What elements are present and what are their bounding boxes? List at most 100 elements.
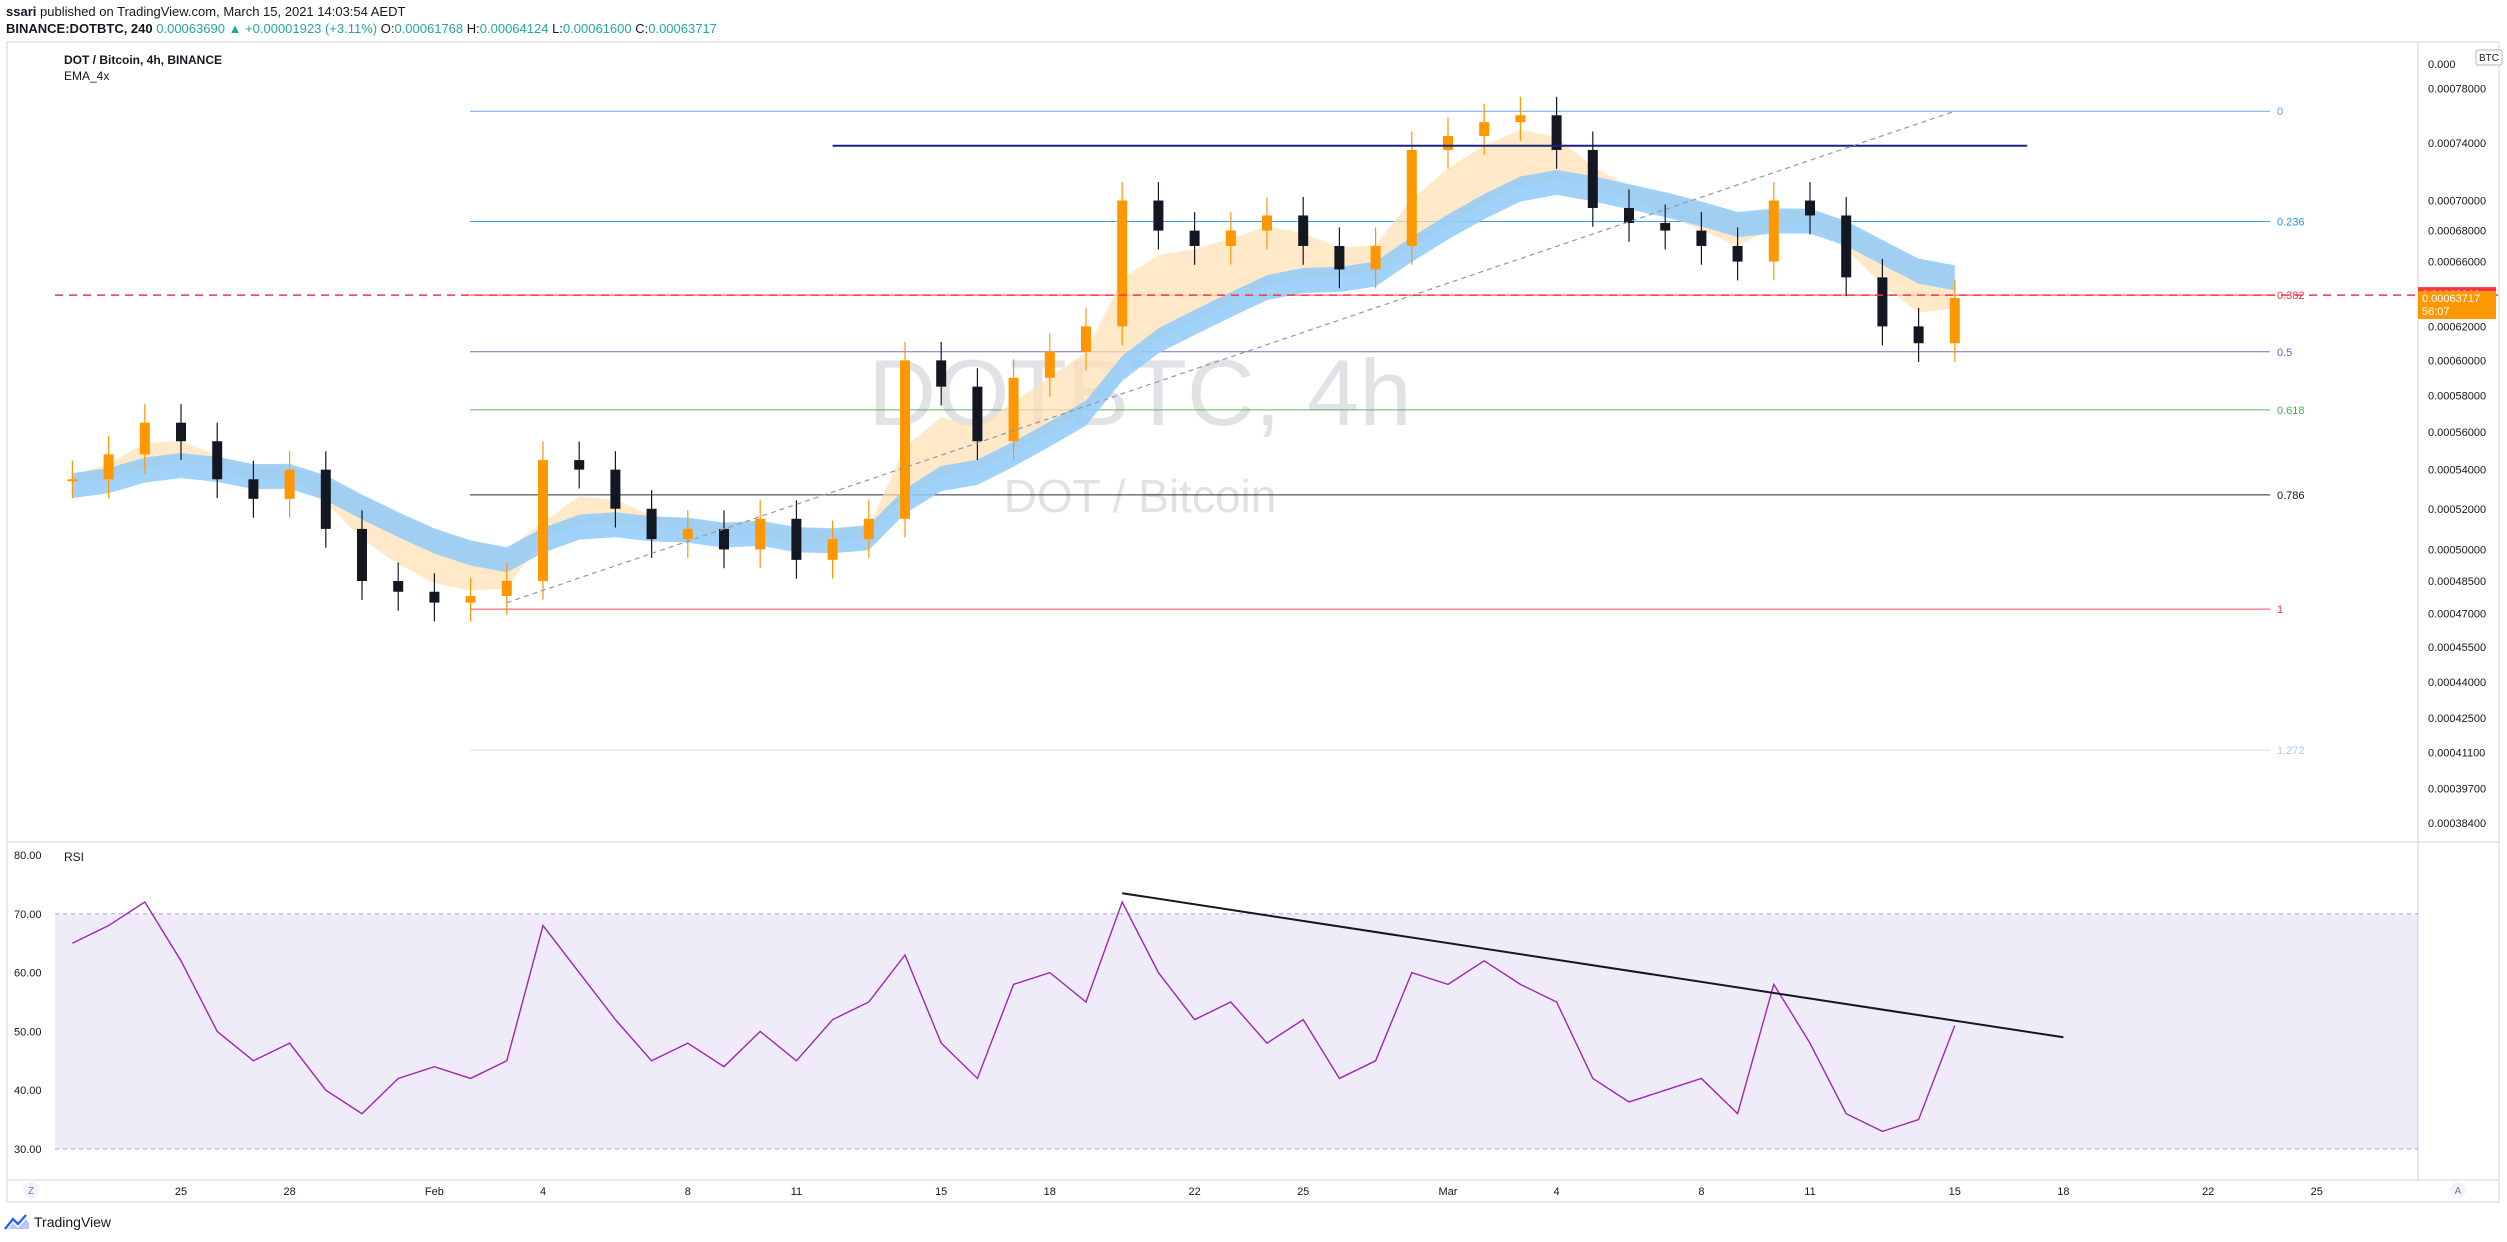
candle-body	[1081, 326, 1091, 352]
price-label-box	[2418, 291, 2496, 320]
fib-level-label: 1.272	[2277, 745, 2305, 757]
time-tick-label: 8	[1698, 1186, 1704, 1198]
zoom-button-bg	[23, 1182, 39, 1198]
rsi-tick-label: 30.00	[14, 1144, 42, 1156]
time-tick-label: 4	[1554, 1186, 1560, 1198]
time-tick-label: 11	[1804, 1186, 1815, 1198]
currency-badge-box	[2475, 49, 2503, 66]
time-tick-label: 22	[1188, 1186, 1200, 1198]
rsi-tick-label: 70.00	[14, 909, 42, 921]
high-value: 0.00064124	[479, 21, 549, 36]
tradingview-logo-icon	[4, 1214, 29, 1230]
indicator-label: EMA_4x	[64, 69, 109, 83]
candle-body	[1262, 215, 1272, 231]
time-tick-label: 25	[2311, 1186, 2323, 1198]
time-tick-label: 28	[283, 1186, 295, 1198]
price-tick-label: 0.00039700	[2428, 784, 2486, 796]
fib-level-label: 1	[2277, 604, 2283, 616]
time-tick-label: 18	[2057, 1186, 2069, 1198]
candle-body	[1479, 122, 1490, 136]
fib-level-label: 0.236	[2277, 216, 2305, 228]
candle-body	[1515, 115, 1526, 123]
candle-body	[1189, 230, 1200, 246]
rsi-tick-label: 60.00	[14, 968, 42, 980]
candle-body	[1768, 200, 1779, 262]
symbol-info: BINANCE:DOTBTC, 240 0.00063690 ▲ +0.0000…	[6, 21, 717, 36]
auto-scale-button-bg	[2450, 1182, 2466, 1198]
candle-body	[1334, 245, 1345, 270]
candle-body	[357, 528, 367, 582]
time-tick-label: 25	[175, 1186, 187, 1198]
fib-level-label: 0.382	[2277, 290, 2305, 302]
price-tick-label: 0.00052000	[2428, 504, 2486, 516]
price-tick-label: 0.00056000	[2428, 427, 2486, 439]
candle-body	[1841, 215, 1852, 278]
candle-body	[393, 581, 404, 592]
candle-body	[1153, 200, 1164, 231]
price-change: +0.00001923 (+3.11%)	[245, 21, 378, 36]
rsi-line	[72, 900, 1956, 1133]
price-tick-label: 0.00045500	[2428, 642, 2486, 654]
price-tick-label: 0.00054000	[2428, 465, 2486, 477]
rsi-label: RSI	[64, 850, 84, 864]
price-tick-label: 0.00060000	[2428, 355, 2486, 367]
candle-body	[1044, 351, 1055, 378]
candle-body	[501, 581, 512, 597]
time-tick-label: Mar	[1439, 1186, 1458, 1198]
candle-body	[248, 479, 259, 499]
candle-body	[972, 386, 983, 442]
time-tick-label: 4	[540, 1186, 546, 1198]
candle-body	[103, 454, 114, 480]
candle-body	[610, 469, 621, 509]
price-tick-label-clipped: 0.000	[2428, 59, 2456, 71]
price-tick-label: 0.00068000	[2428, 226, 2486, 238]
publisher-name[interactable]: ssari	[6, 4, 37, 19]
low-value: 0.00061600	[562, 21, 632, 36]
publish-info: ssari published on TradingView.com, Marc…	[6, 4, 405, 19]
open-value: 0.00061768	[394, 21, 464, 36]
candle-body	[538, 460, 548, 582]
candle-body	[1696, 230, 1707, 246]
symbol-line: BINANCE:DOTBTC, 240	[6, 21, 153, 36]
published-text: published on TradingView.com, March 15, …	[40, 4, 406, 19]
time-tick-label: 25	[1297, 1186, 1309, 1198]
fib-level-label: 0.5	[2277, 347, 2292, 359]
candle-body	[1117, 200, 1128, 327]
price-label-countdown: 56:07	[2422, 306, 2450, 318]
candle-body	[646, 508, 657, 540]
zoom-button: Z	[28, 1186, 34, 1197]
candle-body	[1406, 149, 1417, 246]
tradingview-brand[interactable]: TradingView	[4, 1214, 111, 1230]
candle-body	[1225, 230, 1236, 246]
rsi-tick-label: 50.00	[14, 1026, 42, 1038]
price-tick-label: 0.00066000	[2428, 257, 2486, 269]
candle-body	[755, 518, 766, 550]
candle-body	[1877, 277, 1888, 327]
fib-level-label: 0.618	[2277, 405, 2305, 417]
price-tick-label: 0.00042500	[2428, 713, 2486, 725]
close-value: 0.00063717	[648, 21, 717, 36]
time-tick-label: Feb	[425, 1186, 444, 1198]
time-tick-label: 8	[685, 1186, 691, 1198]
price-tick-label: 0.00041100	[2428, 748, 2485, 760]
candle-body	[284, 469, 295, 499]
candle-body	[827, 539, 838, 560]
candle-body	[212, 441, 223, 480]
candle-body	[791, 518, 802, 560]
candle-body	[1443, 135, 1453, 150]
watermark-description: DOT / Bitcoin	[1004, 470, 1277, 522]
chart-frame	[6, 41, 2500, 1203]
chart-title: DOT / Bitcoin, 4h, BINANCE	[64, 53, 222, 67]
candle-body	[1551, 115, 1562, 150]
price-tick-label: 0.00074000	[2428, 138, 2486, 150]
dashed-trend-line	[506, 110, 1955, 604]
fib-level-label: 0.786	[2277, 490, 2305, 502]
rsi-band	[55, 913, 2418, 1149]
candle-body	[863, 518, 874, 540]
auto-scale-button: A	[2455, 1186, 2462, 1197]
candle-body	[1298, 215, 1309, 246]
price-tick-label: 0.00058000	[2428, 391, 2486, 403]
candle-body	[719, 528, 729, 550]
candle-body	[1587, 149, 1598, 208]
